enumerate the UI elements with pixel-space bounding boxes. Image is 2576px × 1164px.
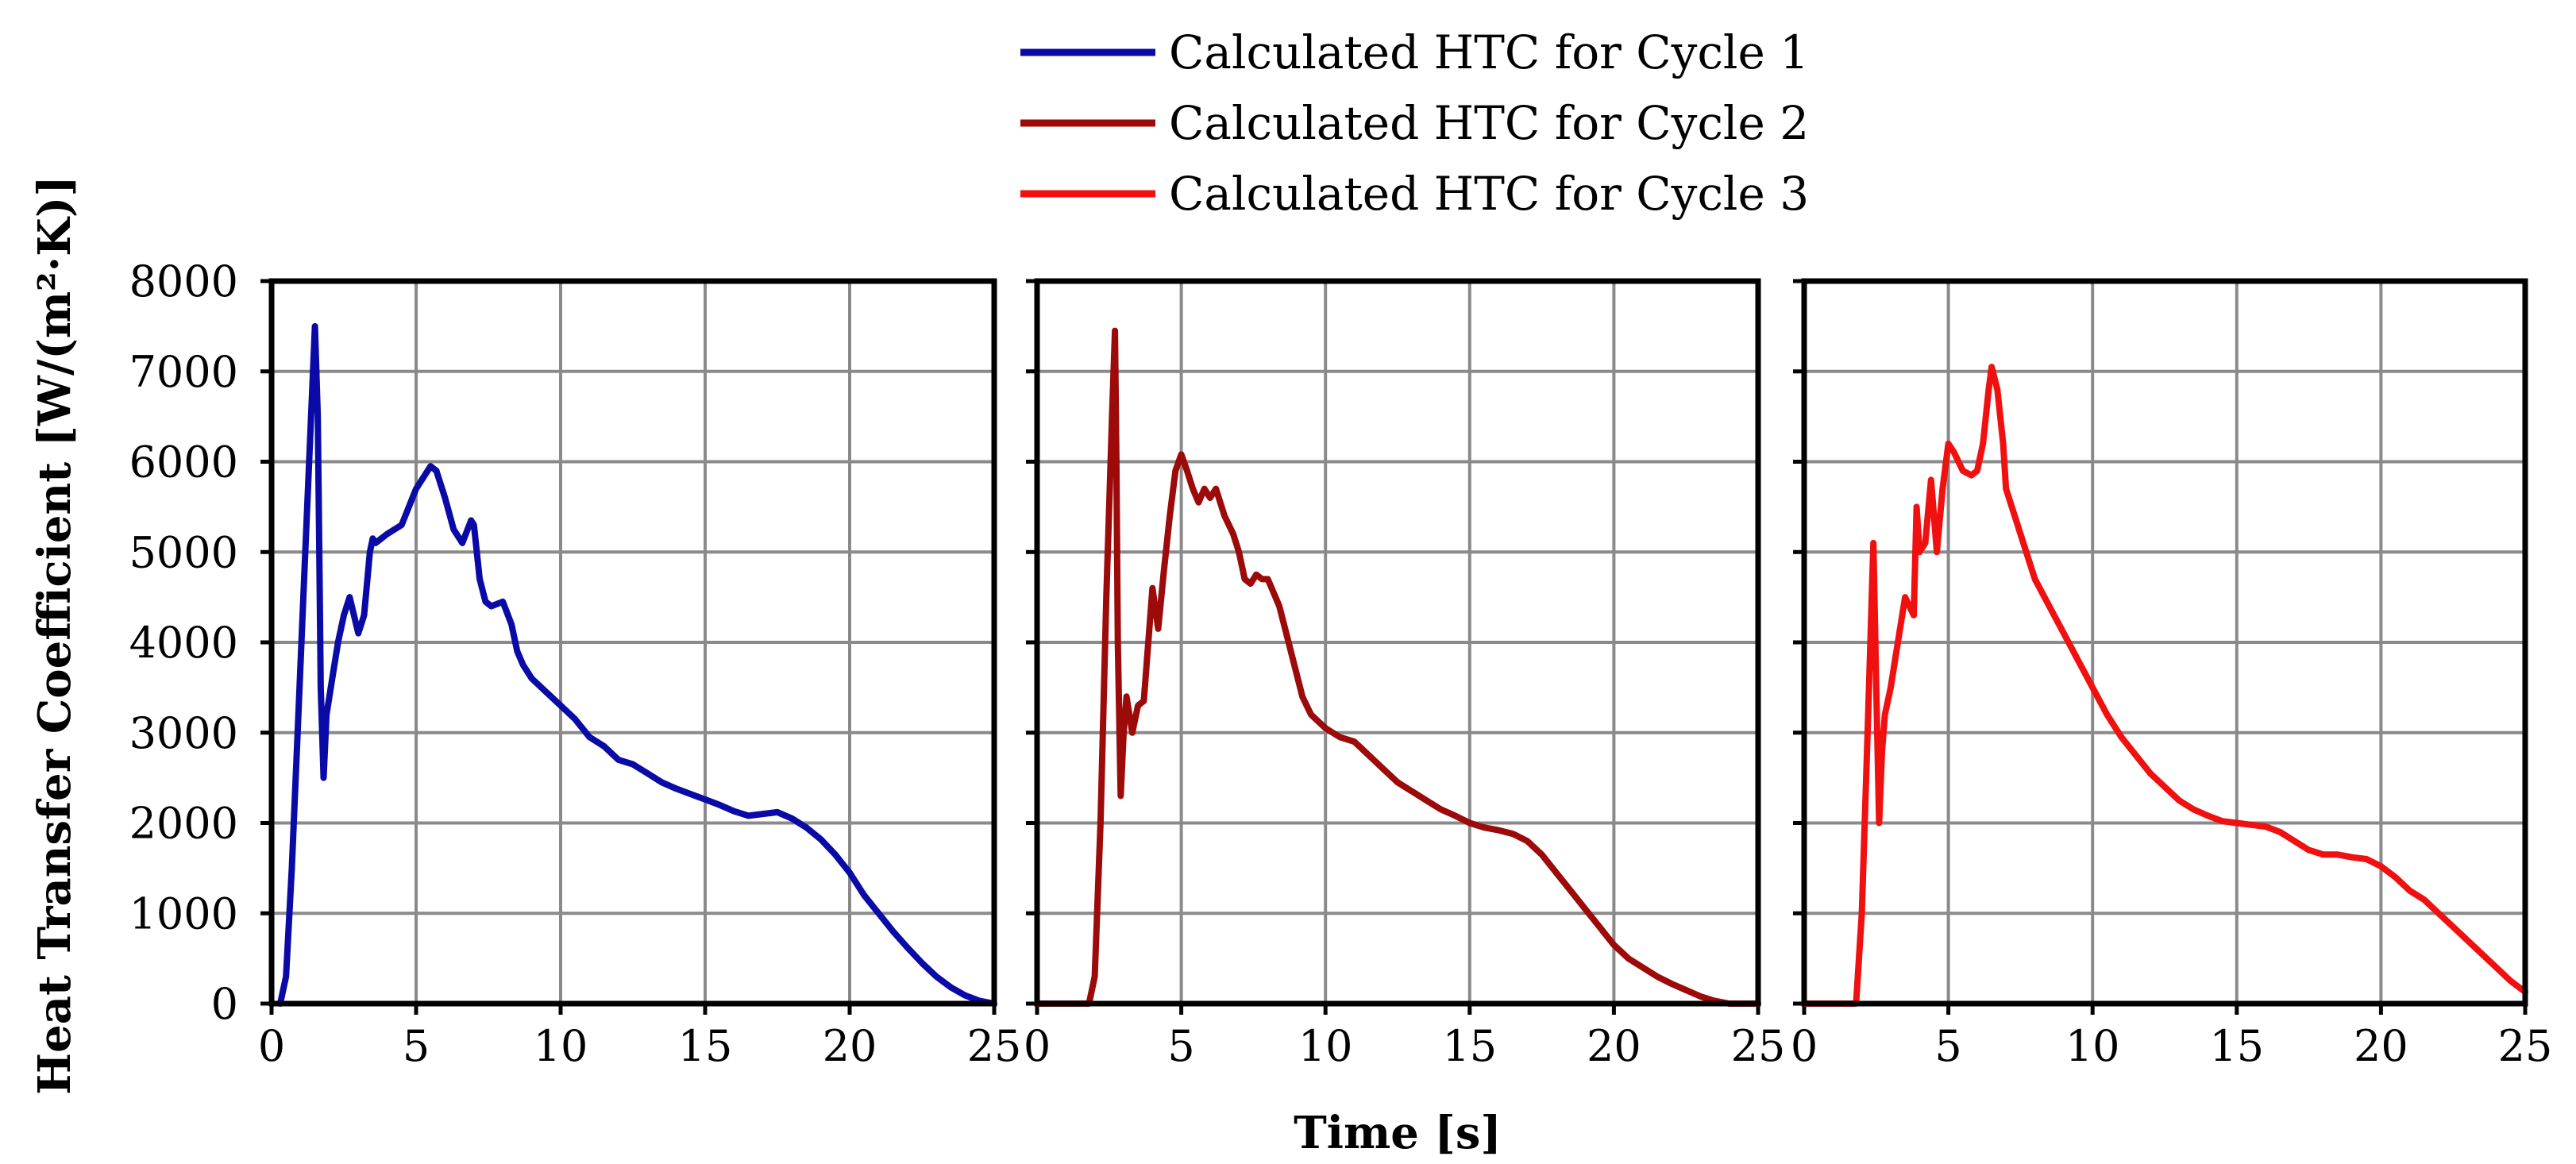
x-tick-label: 25 — [1731, 1021, 1786, 1071]
x-tick-label: 25 — [967, 1021, 1022, 1071]
x-tick-label: 0 — [1024, 1021, 1051, 1071]
x-tick-label: 15 — [678, 1021, 733, 1071]
x-axis-label: Time [s] — [1294, 1107, 1502, 1159]
y-tick-label: 0 — [211, 979, 238, 1029]
x-tick-label: 10 — [534, 1021, 588, 1071]
y-tick-label: 4000 — [129, 618, 238, 668]
y-axis-label: Heat Transfer Coefficient [W/(m²·K)] — [29, 175, 81, 1095]
x-tick-label: 0 — [1791, 1021, 1818, 1071]
plot-frame — [1034, 278, 1761, 1007]
legend: Calculated HTC for Cycle 1 Calculated HT… — [1020, 25, 1809, 221]
series-line-cycle-2 — [1034, 327, 1761, 1007]
y-tick-label: 6000 — [129, 437, 238, 488]
x-tick-label: 10 — [2065, 1021, 2120, 1071]
x-tick-label: 5 — [1167, 1021, 1194, 1071]
y-tick-label: 7000 — [129, 347, 238, 397]
y-tick-label: 2000 — [129, 799, 238, 849]
x-tick-label: 15 — [2209, 1021, 2264, 1071]
y-tick-label: 1000 — [129, 888, 238, 939]
x-tick-label: 20 — [1587, 1021, 1641, 1071]
x-tick-label: 10 — [1298, 1021, 1353, 1071]
y-tick-label: 3000 — [129, 708, 238, 758]
x-tick-label: 0 — [258, 1021, 285, 1071]
legend-label-cycle-2: Calculated HTC for Cycle 2 — [1169, 96, 1809, 150]
x-tick-label: 5 — [403, 1021, 430, 1071]
panel-3: 0 5 10 15 20 25 — [1791, 278, 2553, 1071]
y-tick-label: 5000 — [129, 527, 238, 577]
panel-1: 0 5 10 15 20 25 0 1000 2000 3000 4000 5000 6000 7000 8… — [129, 256, 1022, 1071]
x-tick-label: 25 — [2498, 1021, 2553, 1071]
x-tick-label: 15 — [1442, 1021, 1497, 1071]
series-line-cycle-1 — [276, 322, 997, 1007]
x-tick-label: 20 — [2354, 1021, 2408, 1071]
plot-frame — [268, 278, 997, 1007]
x-tick-label: 5 — [1934, 1021, 1961, 1071]
legend-label-cycle-3: Calculated HTC for Cycle 3 — [1169, 167, 1809, 221]
series-line-cycle-3 — [1801, 364, 2528, 1007]
plot-frame — [1801, 278, 2528, 1007]
x-tick-label: 20 — [823, 1021, 877, 1071]
legend-label-cycle-1: Calculated HTC for Cycle 1 — [1169, 25, 1809, 79]
y-tick-label: 8000 — [129, 256, 238, 306]
panel-2: 0 5 10 15 20 25 — [1024, 278, 1786, 1071]
